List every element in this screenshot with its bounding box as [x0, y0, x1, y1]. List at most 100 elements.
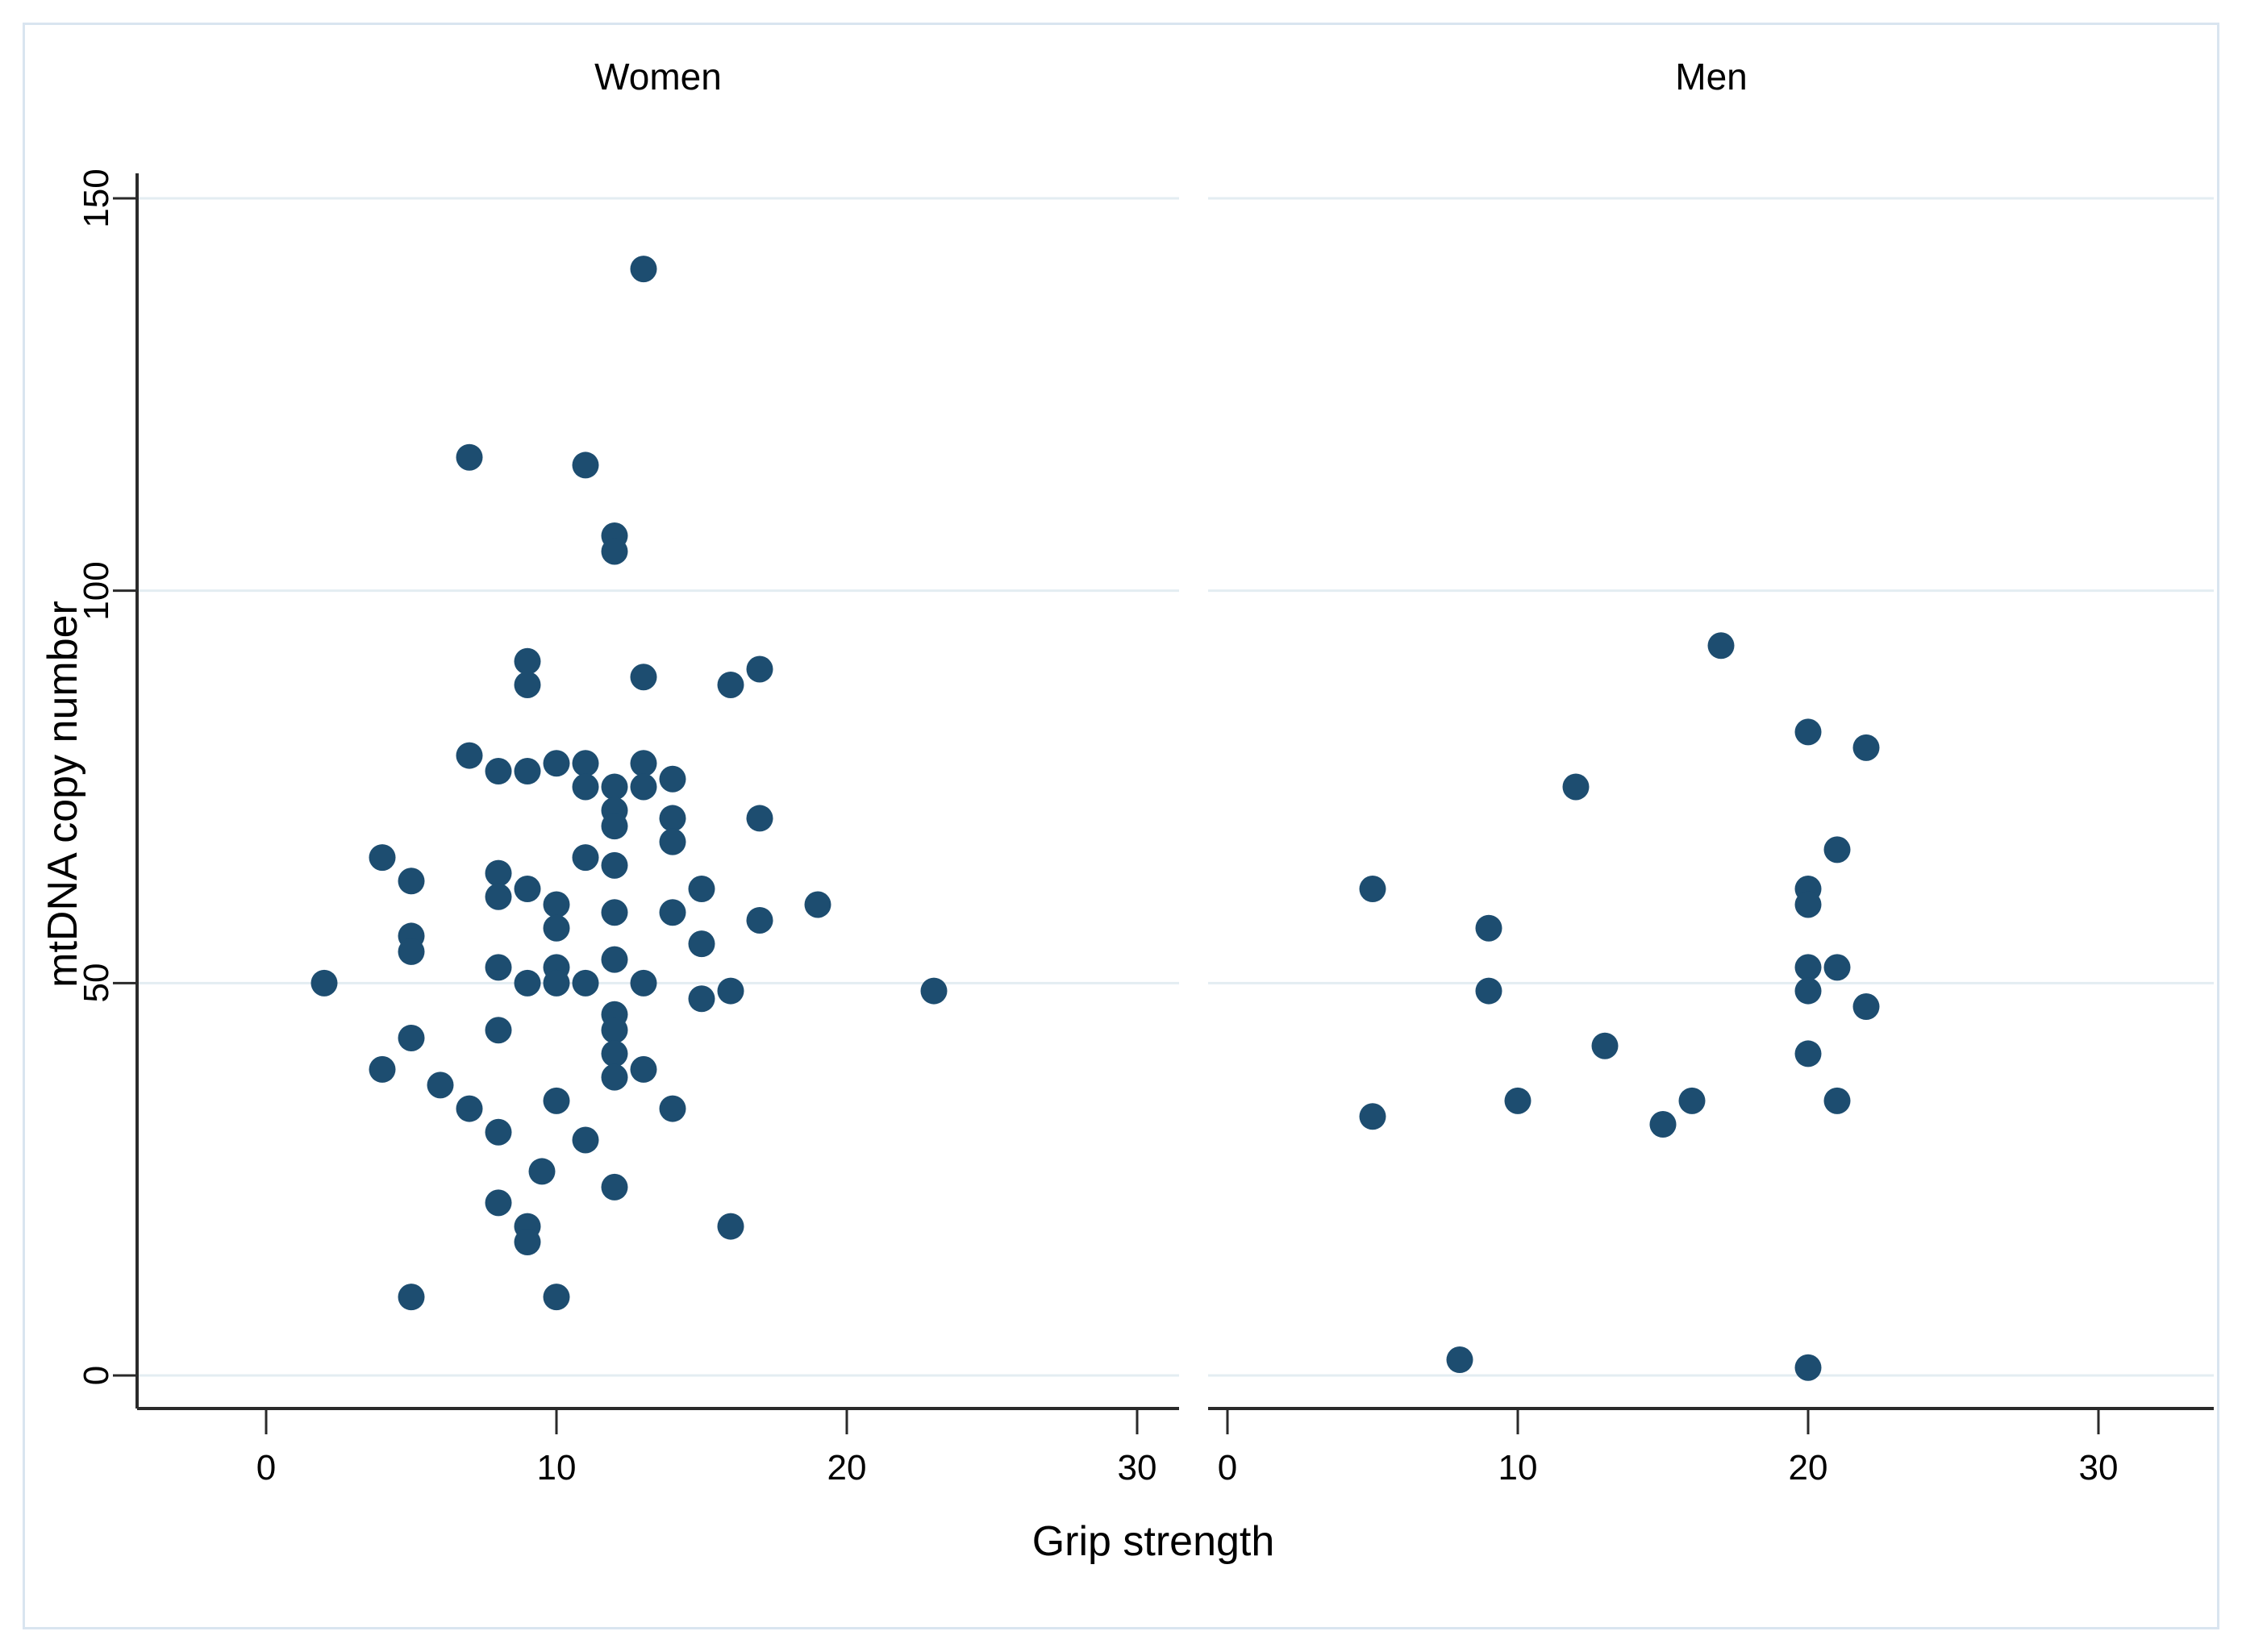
data-point [601, 1040, 628, 1067]
data-point [1823, 954, 1851, 981]
data-point [630, 969, 657, 997]
data-point [485, 859, 512, 887]
data-point [630, 256, 657, 283]
data-point [1794, 977, 1822, 1005]
x-tick-label: 10 [536, 1448, 577, 1488]
data-point [1475, 914, 1502, 942]
data-point [369, 1055, 396, 1083]
data-point [456, 1095, 483, 1122]
data-point [543, 969, 570, 997]
data-point [688, 985, 715, 1013]
data-point [514, 647, 541, 675]
data-point [456, 443, 483, 471]
data-point [659, 765, 686, 793]
data-point [572, 773, 599, 801]
data-point [1794, 718, 1822, 746]
data-point [456, 742, 483, 769]
data-point [746, 805, 773, 832]
data-point [1475, 977, 1502, 1005]
data-point [1823, 836, 1851, 863]
y-tick-label: 0 [77, 1365, 116, 1386]
data-point [572, 750, 599, 777]
data-point [514, 758, 541, 785]
data-point [601, 813, 628, 840]
data-point [659, 805, 686, 832]
data-point [485, 1017, 512, 1044]
data-point [1678, 1087, 1706, 1114]
data-point [1852, 734, 1880, 761]
y-axis-label: mtDNA copy number [40, 601, 86, 988]
x-tick-label: 30 [1117, 1448, 1157, 1488]
data-point [717, 977, 744, 1005]
data-point [543, 1284, 570, 1311]
data-point [1562, 773, 1590, 801]
data-point [528, 1158, 556, 1185]
data-point [398, 1024, 425, 1051]
data-point [688, 876, 715, 903]
data-point [485, 758, 512, 785]
data-point [485, 1118, 512, 1146]
data-point [398, 938, 425, 965]
data-point [310, 969, 338, 997]
data-point [920, 977, 948, 1005]
data-point [1707, 632, 1735, 660]
data-point [601, 851, 628, 879]
x-tick-label: 0 [1217, 1448, 1238, 1488]
data-point [746, 655, 773, 683]
data-point [572, 969, 599, 997]
data-point [601, 773, 628, 801]
data-point [601, 1017, 628, 1044]
data-point [630, 750, 657, 777]
data-point [485, 883, 512, 910]
data-point [659, 1095, 686, 1122]
data-point [1359, 1103, 1386, 1130]
data-point [572, 1126, 599, 1154]
data-point [601, 1063, 628, 1091]
data-point [427, 1072, 454, 1099]
data-point [369, 844, 396, 872]
data-point [630, 664, 657, 691]
data-point [543, 750, 570, 777]
data-point [717, 1213, 744, 1240]
data-point [601, 899, 628, 926]
data-point [572, 844, 599, 872]
data-point [543, 914, 570, 942]
panel-title-men: Men [1675, 56, 1748, 98]
data-point [717, 671, 744, 698]
data-point [601, 946, 628, 973]
data-point [485, 954, 512, 981]
y-tick-label: 50 [77, 963, 116, 1003]
y-tick-label: 150 [77, 169, 116, 228]
data-point [1794, 1040, 1822, 1067]
x-tick-label: 10 [1498, 1448, 1538, 1488]
data-point [543, 1087, 570, 1114]
x-tick-label: 20 [827, 1448, 867, 1488]
data-point [659, 828, 686, 855]
x-tick-label: 30 [2078, 1448, 2119, 1488]
data-point [746, 906, 773, 934]
data-point [398, 1284, 425, 1311]
data-point [514, 876, 541, 903]
data-point [398, 868, 425, 895]
data-point [601, 1173, 628, 1201]
data-point [630, 773, 657, 801]
data-point [514, 671, 541, 698]
data-point [1446, 1346, 1473, 1374]
data-point [485, 1189, 512, 1217]
data-point [1359, 876, 1386, 903]
data-point [1852, 993, 1880, 1021]
x-tick-label: 0 [256, 1448, 277, 1488]
data-point [1649, 1111, 1677, 1138]
data-point [1504, 1087, 1531, 1114]
y-tick-label: 100 [77, 560, 116, 621]
data-point [804, 891, 831, 918]
data-point [659, 899, 686, 926]
data-point [1591, 1032, 1619, 1059]
data-point [572, 451, 599, 479]
data-point [514, 969, 541, 997]
panel-title-women: Women [594, 56, 722, 98]
data-point [514, 1229, 541, 1256]
data-point [601, 538, 628, 565]
